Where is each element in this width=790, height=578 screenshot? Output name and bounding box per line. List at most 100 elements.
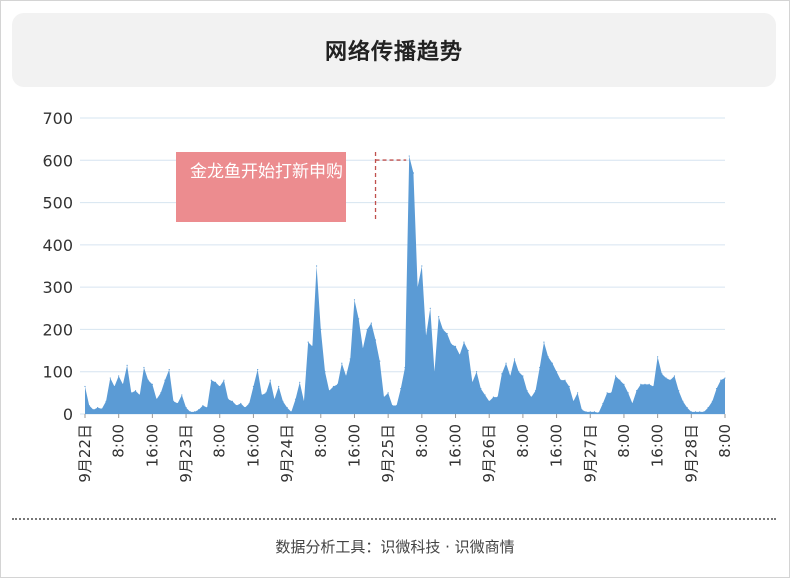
data-point [614, 375, 617, 377]
data-point [530, 396, 532, 398]
y-tick-label: 500 [42, 194, 73, 213]
data-point [349, 358, 351, 360]
data-point [421, 265, 423, 267]
data-point [631, 402, 633, 405]
data-point [88, 404, 90, 407]
data-point [467, 349, 469, 352]
data-point [214, 381, 217, 383]
data-point [227, 398, 229, 400]
data-point [585, 411, 587, 413]
x-tick-label: 9月26日 [480, 424, 498, 483]
data-point [261, 394, 263, 396]
x-tick-label: 9月23日 [177, 424, 195, 483]
data-point [534, 390, 537, 392]
data-point [379, 360, 381, 362]
data-point [332, 385, 335, 388]
data-point [509, 375, 511, 377]
data-point [425, 335, 427, 337]
footer-divider [12, 518, 776, 520]
data-point [84, 385, 86, 388]
data-point [353, 299, 356, 301]
data-point [177, 402, 179, 405]
data-point [320, 328, 322, 331]
data-point [715, 388, 718, 390]
data-point [290, 411, 292, 413]
data-point [370, 322, 372, 324]
data-point [240, 402, 242, 405]
data-point [303, 400, 305, 402]
data-point [185, 407, 187, 409]
data-point [147, 379, 149, 381]
data-point [417, 286, 419, 288]
footer-credit: 数据分析工具：识微科技 · 识微商情 [275, 538, 515, 556]
data-point [315, 265, 318, 267]
series-area [85, 156, 725, 414]
data-point [564, 379, 566, 381]
data-point [699, 411, 701, 413]
data-point [589, 411, 591, 413]
data-point [707, 407, 709, 409]
data-point [143, 366, 145, 369]
data-point [155, 398, 158, 400]
data-point [286, 407, 288, 409]
data-point [454, 345, 457, 347]
y-tick-label: 0 [63, 405, 73, 424]
data-point [97, 407, 99, 409]
data-point [282, 400, 284, 402]
data-point [139, 394, 141, 396]
data-point [572, 400, 575, 402]
data-point [109, 377, 111, 379]
data-point [568, 385, 570, 388]
x-tick-label: 16:00 [649, 424, 667, 467]
annotation-layer [374, 152, 407, 222]
data-point [661, 373, 663, 375]
chart-title: 网络传播趋势 [324, 40, 463, 65]
data-point [648, 383, 650, 385]
data-point [518, 371, 520, 373]
data-point [513, 358, 516, 360]
data-point [610, 392, 612, 394]
data-point [248, 402, 250, 405]
data-point [395, 404, 398, 407]
data-point [606, 392, 608, 394]
data-point [593, 411, 596, 413]
data-point [598, 412, 600, 414]
data-point [328, 390, 330, 392]
x-tick-label: 16:00 [345, 424, 363, 467]
x-tick-label: 9月28日 [682, 424, 700, 483]
data-point [497, 396, 499, 398]
data-point [387, 392, 389, 394]
x-tick-label: 16:00 [447, 424, 465, 467]
data-point [408, 155, 410, 157]
data-point [294, 398, 297, 400]
data-point [720, 379, 722, 381]
data-point [711, 400, 713, 402]
data-point [635, 390, 638, 392]
data-point [345, 375, 347, 377]
data-point [92, 409, 95, 411]
data-point [223, 379, 225, 381]
data-point [480, 388, 482, 390]
data-point [337, 383, 339, 385]
data-point [442, 328, 444, 331]
data-point [682, 400, 684, 402]
y-tick-label: 100 [42, 363, 73, 382]
y-tick-label: 700 [42, 109, 73, 128]
data-point [324, 371, 326, 373]
data-point [484, 394, 486, 396]
data-point [690, 411, 692, 413]
x-tick-label: 16:00 [548, 424, 566, 467]
data-point [265, 392, 267, 394]
y-tick-label: 300 [42, 278, 73, 297]
data-point [341, 362, 343, 364]
data-point [134, 390, 137, 392]
data-point [198, 409, 200, 411]
data-point [122, 383, 124, 385]
data-point [113, 385, 116, 388]
data-point [168, 369, 170, 371]
y-tick-label: 200 [42, 320, 73, 339]
annotation-text: 金龙鱼开始打新申购 [190, 162, 343, 182]
data-point [311, 345, 313, 347]
data-point [446, 333, 448, 335]
